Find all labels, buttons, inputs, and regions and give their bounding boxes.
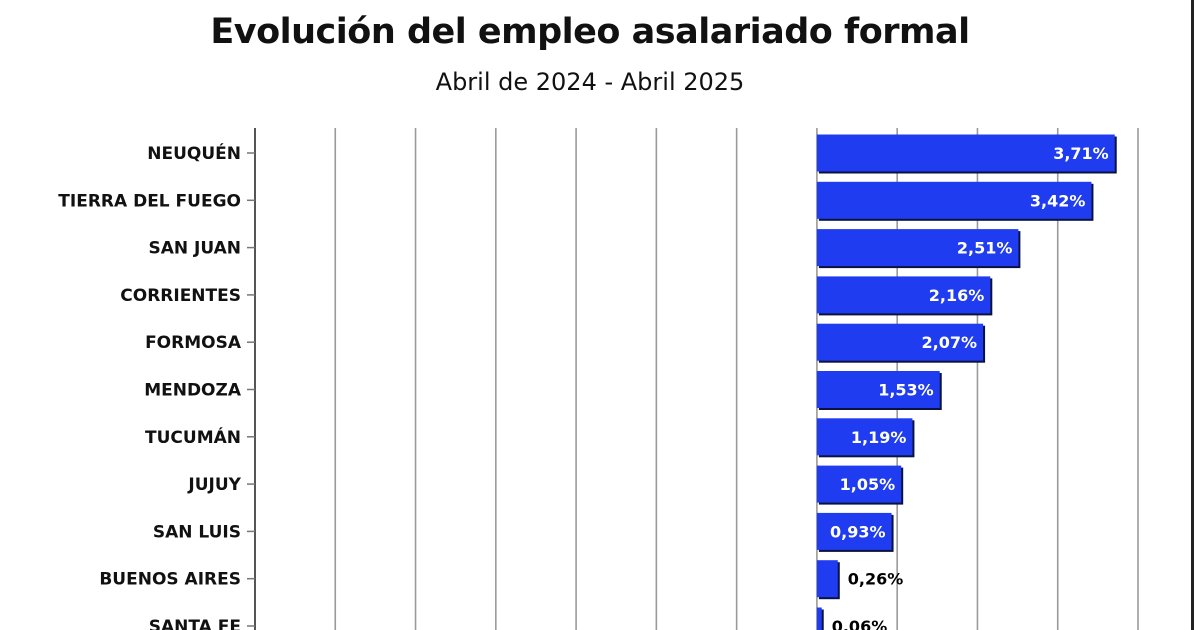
bar [816, 229, 1019, 267]
value-label: 2,07% [922, 333, 978, 352]
value-label: 0,06% [832, 617, 888, 630]
value-label: 1,53% [878, 381, 934, 400]
bar [816, 418, 913, 456]
category-label: FORMOSA [145, 333, 242, 353]
bar [816, 512, 892, 550]
value-label: 0,26% [848, 570, 904, 589]
category-label: BUENOS AIRES [99, 570, 241, 590]
category-label: TIERRA DEL FUEGO [58, 191, 241, 211]
value-label: 3,42% [1030, 191, 1086, 210]
bar [816, 560, 838, 598]
category-label: SANTA FE [149, 617, 241, 630]
bar [816, 371, 940, 408]
category-label: CORRIENTES [120, 286, 241, 306]
category-label: SAN LUIS [153, 522, 241, 542]
category-label: TUCUMÁN [145, 426, 241, 448]
chart-title: Evolución del empleo asalariado formal [210, 12, 970, 52]
bar [816, 134, 1115, 172]
category-label: JUJUY [187, 475, 241, 495]
value-label: 1,19% [851, 428, 907, 447]
value-label: 2,51% [957, 239, 1013, 258]
value-label: 0,93% [830, 522, 886, 541]
value-label: 1,05% [840, 475, 896, 494]
bar [816, 276, 991, 314]
value-label: 2,16% [929, 286, 985, 305]
bar [816, 465, 902, 503]
category-label: SAN JUAN [148, 239, 241, 259]
bar [816, 607, 822, 630]
bar [816, 181, 1092, 219]
chart-subtitle: Abril de 2024 - Abril 2025 [435, 68, 745, 96]
category-label: NEUQUÉN [147, 142, 241, 164]
bar [816, 323, 984, 361]
category-label: MENDOZA [144, 381, 242, 401]
frame-border [1191, 0, 1194, 630]
value-label: 3,71% [1053, 144, 1109, 163]
